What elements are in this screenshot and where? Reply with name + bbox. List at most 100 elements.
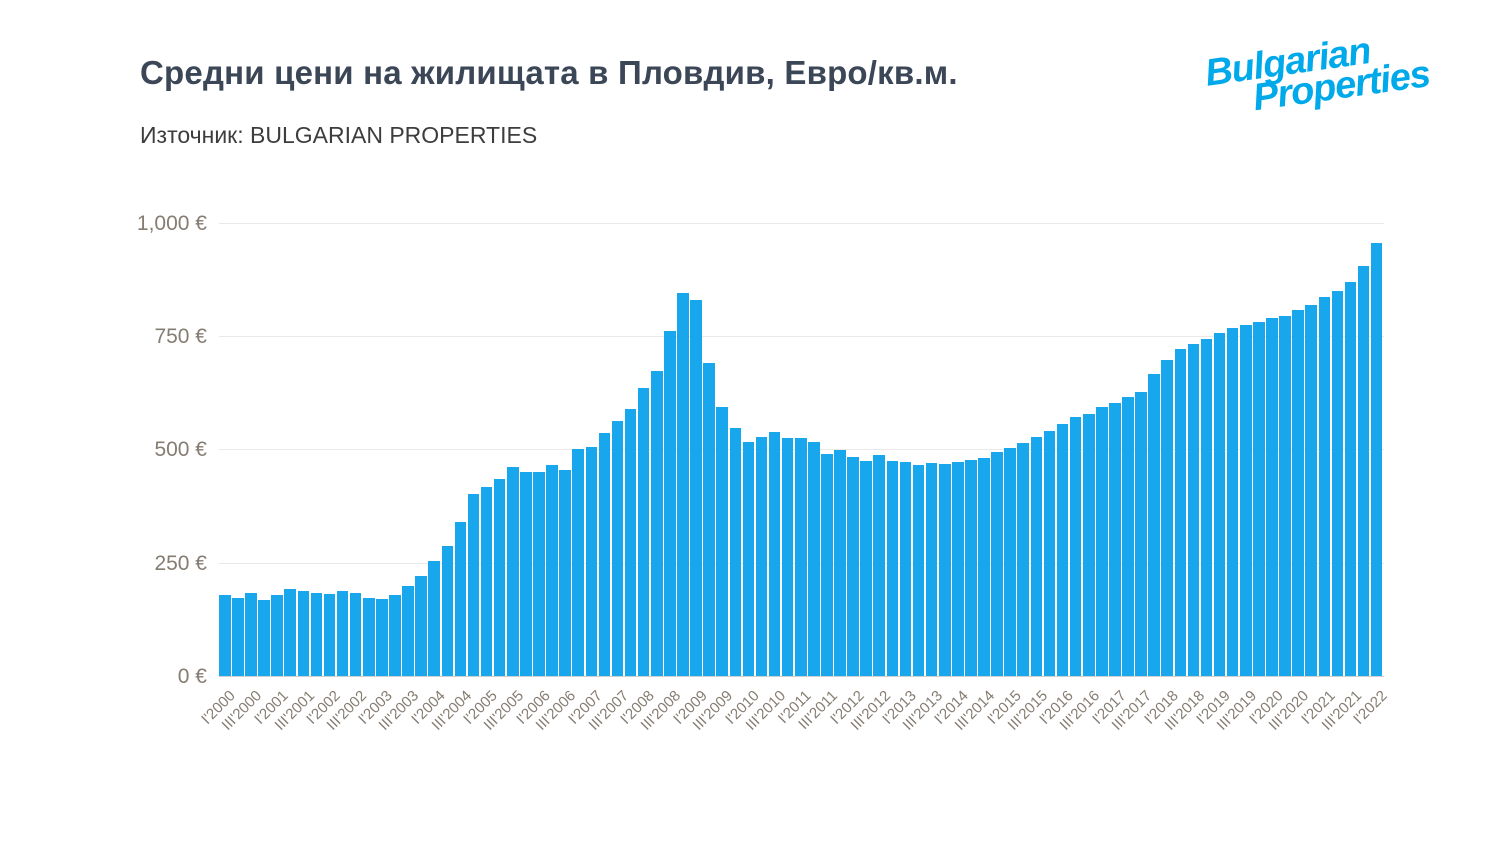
- bar-III'2016[interactable]: [1082, 413, 1095, 676]
- bar-II'2011[interactable]: [808, 441, 820, 676]
- y-axis-label: 0 €: [177, 665, 207, 688]
- bar-II'2008[interactable]: [650, 370, 663, 676]
- bar-III'2010[interactable]: [768, 431, 781, 676]
- bar-IV'2021[interactable]: [1357, 265, 1370, 676]
- bar-I'2013[interactable]: [899, 462, 912, 676]
- y-axis-label: 500 €: [154, 438, 207, 462]
- bar-III'2005[interactable]: [506, 467, 519, 676]
- bar-I'2016[interactable]: [1056, 423, 1069, 676]
- bar-II'2001[interactable]: [284, 589, 297, 676]
- bar-IV'2011[interactable]: [834, 449, 846, 676]
- bar-III'2015[interactable]: [1030, 437, 1043, 676]
- gridline: [219, 336, 1384, 338]
- bar-III'2019[interactable]: [1240, 325, 1252, 676]
- bar-II'2017[interactable]: [1122, 397, 1134, 676]
- bar-I'2004[interactable]: [428, 560, 441, 676]
- bar-II'2003[interactable]: [389, 595, 401, 676]
- bar-I'2019[interactable]: [1213, 333, 1226, 676]
- bar-II'2021[interactable]: [1331, 290, 1344, 676]
- bar-II'2013[interactable]: [912, 465, 925, 676]
- y-axis-label: 250 €: [154, 551, 207, 575]
- bar-III'2011[interactable]: [821, 453, 833, 676]
- bar-I'2021[interactable]: [1318, 297, 1331, 676]
- bar-IV'2019[interactable]: [1253, 321, 1265, 676]
- bar-IV'2005[interactable]: [520, 472, 532, 676]
- bar-I'2010[interactable]: [742, 441, 755, 676]
- bar-I'2018[interactable]: [1161, 360, 1174, 676]
- bar-I'2001[interactable]: [271, 595, 283, 676]
- bar-IV'2006[interactable]: [572, 449, 584, 676]
- bar-I'2006[interactable]: [533, 472, 545, 676]
- bar-IV'2009[interactable]: [729, 427, 742, 676]
- bar-II'2012[interactable]: [860, 461, 872, 676]
- bar-III'2017[interactable]: [1135, 391, 1147, 676]
- bar-IV'2000[interactable]: [258, 600, 270, 676]
- bar-I'2022[interactable]: [1370, 242, 1383, 676]
- bar-III'2013[interactable]: [925, 463, 938, 676]
- bar-I'2009[interactable]: [690, 300, 702, 676]
- bar-II'2010[interactable]: [755, 436, 768, 676]
- bar-III'2001[interactable]: [297, 590, 310, 676]
- bar-II'2009[interactable]: [703, 362, 715, 676]
- bar-III'2004[interactable]: [454, 521, 467, 676]
- y-axis-label: 750 €: [154, 325, 207, 349]
- bar-II'2020[interactable]: [1279, 315, 1291, 676]
- bar-I'2011[interactable]: [794, 438, 807, 676]
- bar-IV'2017[interactable]: [1148, 373, 1160, 676]
- bar-II'2002[interactable]: [336, 590, 349, 676]
- bar-I'2007[interactable]: [585, 446, 598, 676]
- bar-IV'2012[interactable]: [886, 460, 899, 676]
- x-axis-line: [219, 676, 1384, 677]
- bar-III'2020[interactable]: [1292, 310, 1304, 676]
- bar-I'2000[interactable]: [219, 595, 231, 676]
- bar-II'2014[interactable]: [965, 460, 977, 676]
- bar-II'2019[interactable]: [1226, 328, 1239, 676]
- bar-III'2009[interactable]: [716, 407, 728, 676]
- bar-III'2018[interactable]: [1187, 343, 1200, 676]
- bar-II'2000[interactable]: [232, 598, 244, 676]
- bar-II'2004[interactable]: [441, 545, 454, 676]
- bar-I'2015[interactable]: [1004, 447, 1016, 676]
- bar-IV'2020[interactable]: [1305, 305, 1318, 676]
- bar-IV'2013[interactable]: [938, 463, 951, 676]
- bar-IV'2002[interactable]: [362, 598, 375, 676]
- bar-III'2014[interactable]: [978, 457, 990, 676]
- bar-III'2002[interactable]: [349, 592, 362, 676]
- bar-IV'2001[interactable]: [310, 593, 323, 676]
- y-axis-label: 1,000 €: [136, 211, 207, 235]
- bar-II'2007[interactable]: [598, 433, 611, 676]
- bar-III'2021[interactable]: [1344, 281, 1357, 676]
- bar-II'2005[interactable]: [493, 478, 506, 676]
- gridline: [219, 222, 1384, 224]
- bar-IV'2004[interactable]: [467, 494, 480, 676]
- bar-IV'2015[interactable]: [1043, 430, 1056, 676]
- bar-IV'2018[interactable]: [1200, 339, 1213, 676]
- bar-I'2002[interactable]: [323, 594, 336, 676]
- bar-III'2006[interactable]: [559, 469, 571, 676]
- bar-III'2012[interactable]: [873, 455, 886, 676]
- bar-I'2005[interactable]: [480, 486, 493, 676]
- bar-IV'2003[interactable]: [415, 575, 427, 676]
- bar-I'2012[interactable]: [847, 456, 859, 676]
- bar-I'2020[interactable]: [1266, 318, 1278, 676]
- bar-I'2014[interactable]: [952, 462, 964, 676]
- bar-III'2007[interactable]: [611, 420, 624, 676]
- bar-IV'2007[interactable]: [624, 408, 637, 676]
- bar-II'2015[interactable]: [1017, 443, 1030, 676]
- bar-III'2000[interactable]: [245, 593, 257, 676]
- bar-II'2018[interactable]: [1174, 349, 1187, 676]
- bar-III'2008[interactable]: [664, 331, 676, 676]
- bar-I'2017[interactable]: [1109, 402, 1121, 676]
- bar-I'2003[interactable]: [376, 599, 388, 676]
- bar-IV'2010[interactable]: [781, 438, 794, 676]
- bar-IV'2016[interactable]: [1096, 406, 1108, 676]
- bar-II'2016[interactable]: [1069, 417, 1082, 676]
- bar-IV'2014[interactable]: [991, 452, 1003, 676]
- bar-III'2003[interactable]: [402, 586, 414, 676]
- source-label: Източник: BULGARIAN PROPERTIES: [140, 122, 538, 148]
- bar-II'2006[interactable]: [546, 465, 558, 676]
- bar-I'2008[interactable]: [637, 388, 650, 676]
- bar-IV'2008[interactable]: [677, 292, 689, 676]
